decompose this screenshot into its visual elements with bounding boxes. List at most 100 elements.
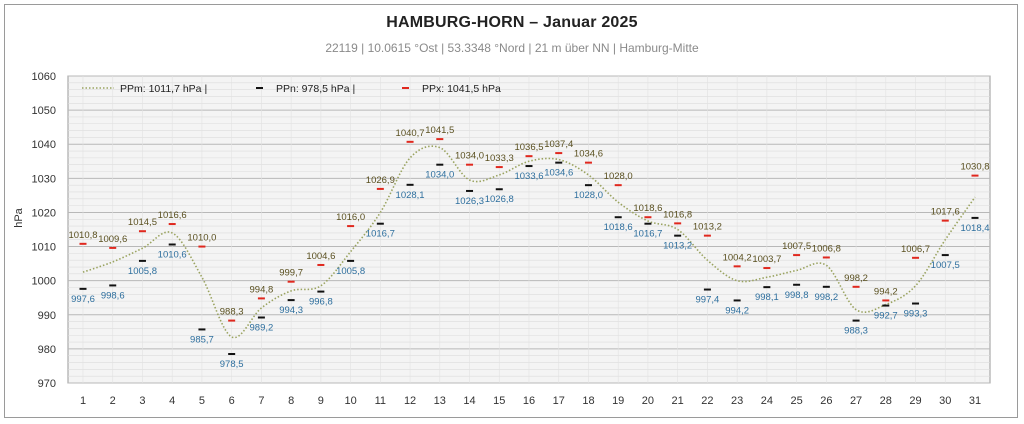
x-tick-label: 28 (880, 395, 892, 407)
x-tick-label: 6 (229, 395, 235, 407)
ppn-data-label: 1005,8 (128, 266, 157, 277)
x-tick-label: 7 (258, 395, 264, 407)
ppn-data-label: 1028,0 (574, 190, 603, 201)
x-tick-label: 9 (318, 395, 324, 407)
y-tick-label: 1060 (32, 71, 56, 83)
ppx-data-label: 1030,8 (960, 162, 989, 173)
ppn-data-label: 998,1 (755, 292, 779, 303)
series-ppn: 997,6 998,61005,81010,6985,7978,5989,2994… (71, 161, 990, 370)
x-tick-label: 24 (761, 395, 773, 407)
ppn-data-label: 1033,6 (514, 171, 543, 182)
ppn-data-label: 1028,1 (396, 190, 425, 201)
ppn-data-label: 978,5 (220, 359, 244, 370)
ppx-data-label: 1034,6 (574, 149, 603, 160)
ppx-data-label: 1018,6 (633, 203, 662, 214)
y-tick-label: 1010 (32, 242, 56, 254)
ppn-data-label: 998,8 (785, 290, 809, 301)
y-tick-label: 1000 (32, 276, 56, 288)
legend-ppn-label: PPn: 978,5 hPa | (276, 83, 355, 95)
x-tick-label: 16 (523, 395, 535, 407)
x-tick-label: 15 (493, 395, 505, 407)
ppx-data-label: 999,7 (279, 268, 303, 279)
x-tick-label: 26 (820, 395, 832, 407)
x-tick-label: 30 (939, 395, 951, 407)
ppn-data-label: 1016,7 (633, 229, 662, 240)
ppx-data-label: 1016,6 (158, 210, 187, 221)
ppx-data-label: 1006,7 (901, 244, 930, 255)
ppx-data-label: 994,2 (874, 286, 898, 297)
x-tick-label: 27 (850, 395, 862, 407)
ppx-data-label: 994,8 (250, 284, 274, 295)
ppn-data-label: 1007,5 (931, 260, 960, 271)
ppn-data-label: 1016,7 (366, 229, 395, 240)
x-tick-label: 18 (582, 395, 594, 407)
ppn-data-label: 988,3 (844, 326, 868, 337)
y-tick-label: 1040 (32, 139, 56, 151)
x-tick-label: 23 (731, 395, 743, 407)
series-ppm (82, 145, 976, 339)
legend-ppx-label: PPx: 1041,5 hPa (422, 83, 501, 95)
x-tick-label: 13 (434, 395, 446, 407)
ppn-data-label: 996,8 (309, 297, 333, 308)
x-tick-label: 3 (139, 395, 145, 407)
x-tick-label: 11 (375, 395, 386, 407)
x-tick-label: 14 (463, 395, 475, 407)
ppx-data-label: 1026,9 (366, 175, 395, 186)
x-tick-label: 21 (672, 395, 684, 407)
ppx-data-label: 1014,5 (128, 217, 157, 228)
ppx-data-label: 998,2 (844, 273, 868, 284)
ppn-data-label: 997,6 (71, 294, 95, 305)
x-tick-label: 12 (404, 395, 416, 407)
ppx-data-label: 1034,0 (455, 151, 484, 162)
x-tick-label: 22 (701, 395, 713, 407)
ppn-data-label: 1034,0 (425, 170, 454, 181)
ppn-data-label: 1026,8 (485, 194, 514, 205)
grid (68, 75, 990, 384)
ppn-data-label: 1013,2 (663, 241, 692, 252)
ppn-data-label: 985,7 (190, 334, 214, 345)
y-axis: 970 980 990 1000 1010 1020 1030 1040 1050 1060 (32, 71, 56, 390)
y-axis-label: hPa (13, 207, 25, 227)
ppx-data-label: 1016,0 (336, 212, 365, 223)
x-tick-label: 8 (288, 395, 294, 407)
ppx-data-label: 1003,7 (752, 254, 781, 265)
legend: PPm: 1011,7 hPa | PPn: 978,5 hPa | PPx: … (82, 83, 501, 95)
x-axis: 1 2 3 4 5 6 7 8 9 10 11 12 13 14 15 16 17 18 19 20 21 22 23 24 2… (80, 395, 981, 407)
ppn-data-label: 989,2 (250, 323, 274, 334)
ppn-data-label: 1005,8 (336, 266, 365, 277)
ppx-data-label: 1010,8 (68, 230, 97, 241)
ppn-data-label: 1018,6 (604, 222, 633, 233)
legend-ppm-label: PPm: 1011,7 hPa | (120, 83, 207, 95)
ppx-data-label: 1004,6 (306, 251, 335, 262)
x-tick-label: 25 (790, 395, 802, 407)
ppn-data-label: 992,7 (874, 311, 898, 322)
ppx-data-label: 1017,6 (931, 207, 960, 218)
ppn-data-label: 997,4 (696, 295, 720, 306)
y-tick-label: 980 (38, 344, 56, 356)
ppm-line (82, 145, 976, 339)
ppx-data-label: 1016,8 (663, 209, 692, 220)
x-tick-label: 2 (110, 395, 116, 407)
ppn-data-label: 1026,3 (455, 196, 484, 207)
ppx-data-label: 1033,3 (485, 153, 514, 164)
ppn-data-label: 998,6 (101, 290, 125, 301)
chart-title: HAMBURG-HORN – Januar 2025 (386, 14, 638, 31)
ppx-data-label: 1007,5 (782, 241, 811, 252)
x-tick-label: 31 (969, 395, 981, 407)
ppn-data-label: 994,3 (279, 305, 303, 316)
x-tick-label: 4 (169, 395, 175, 407)
x-tick-label: 1 (80, 395, 86, 407)
chart-subtitle: 22119 | 10.0615 °Ost | 53.3348 °Nord | 2… (325, 41, 699, 55)
ppn-data-label: 998,2 (814, 292, 838, 303)
x-tick-label: 10 (344, 395, 356, 407)
x-tick-label: 5 (199, 395, 205, 407)
ppx-data-label: 1006,8 (812, 243, 841, 254)
ppx-data-label: 1040,7 (396, 128, 425, 139)
ppx-data-label: 988,3 (220, 307, 244, 318)
y-tick-label: 1020 (32, 207, 56, 219)
y-tick-label: 1030 (32, 173, 56, 185)
x-tick-label: 29 (909, 395, 921, 407)
ppx-data-label: 1013,2 (693, 222, 722, 233)
x-tick-label: 20 (642, 395, 654, 407)
